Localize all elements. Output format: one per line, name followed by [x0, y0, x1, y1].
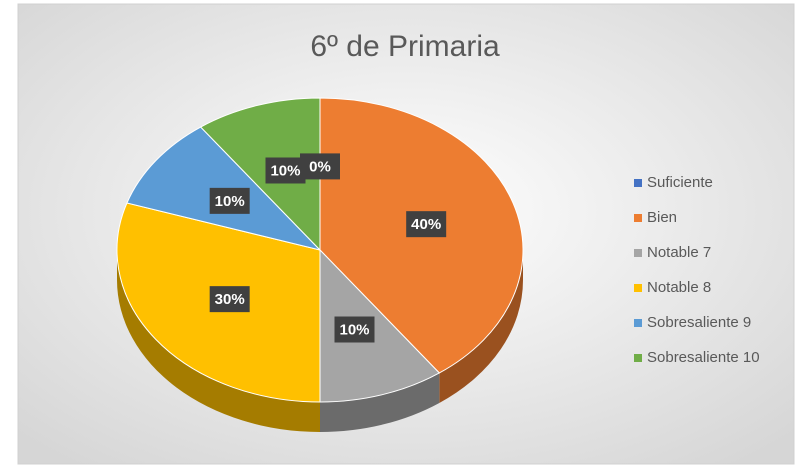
legend-label: Sobresaliente 10	[647, 349, 760, 366]
data-label: 40%	[411, 216, 441, 233]
legend-label: Sobresaliente 9	[647, 314, 751, 331]
legend-swatch	[634, 179, 642, 187]
data-label-box	[406, 211, 447, 238]
chart-title: 6º de Primaria	[310, 30, 500, 63]
legend-swatch	[634, 214, 642, 222]
slice-side	[439, 250, 523, 403]
legend-label: Bien	[647, 209, 677, 226]
legend-label: Notable 8	[647, 279, 711, 296]
data-label: 10%	[215, 193, 245, 210]
legend-swatch	[634, 319, 642, 327]
data-label: 10%	[270, 162, 300, 179]
slice-side	[117, 250, 320, 432]
legend-label: Suficiente	[647, 174, 713, 191]
legend-swatch	[634, 249, 642, 257]
data-label: 10%	[339, 321, 369, 338]
data-label-box	[334, 316, 375, 343]
legend-swatch	[634, 284, 642, 292]
data-label-box	[300, 153, 340, 180]
data-label: 30%	[215, 291, 245, 308]
data-label-box	[209, 286, 250, 313]
slice-side	[320, 372, 440, 432]
legend-label: Notable 7	[647, 244, 711, 261]
slice	[319, 248, 441, 403]
data-label: 0%	[309, 158, 331, 175]
slice	[199, 97, 321, 252]
legend-swatch	[634, 354, 642, 362]
data-label-box	[265, 157, 306, 184]
data-label-box	[209, 187, 250, 214]
